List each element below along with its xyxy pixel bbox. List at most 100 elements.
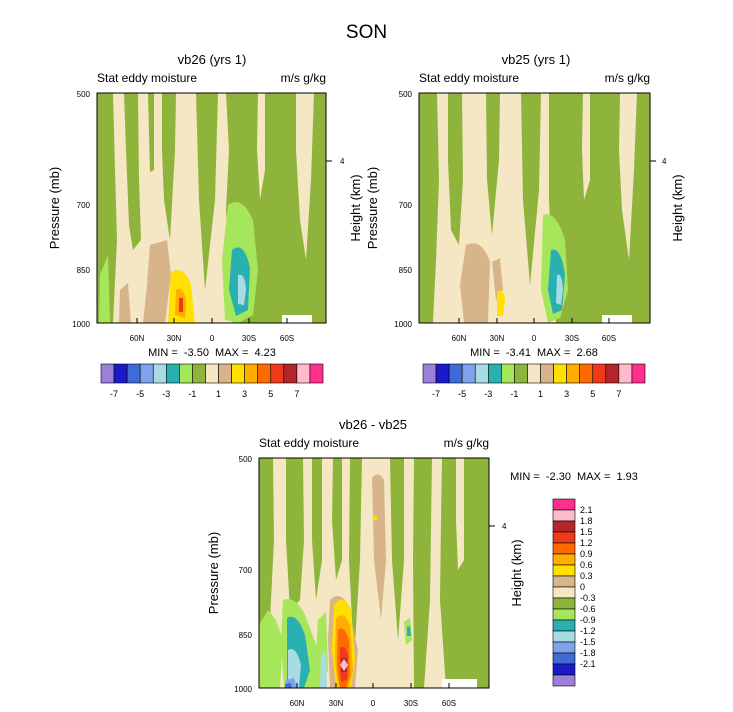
y2-tick-label: 4 [340, 157, 345, 166]
y2-axis-title: Height (km) [670, 174, 685, 241]
colorbar-label: 0.3 [580, 571, 593, 581]
x-tick-label: 60S [442, 699, 456, 708]
panel-units-label: m/s g/kg [605, 71, 650, 85]
masked-region [602, 315, 632, 323]
contour-band [143, 240, 171, 323]
colorbar-swatch [552, 509, 576, 522]
x-tick-label: 30N [167, 334, 182, 343]
contour-band [124, 93, 141, 250]
y-axis-title: Pressure (mb) [47, 167, 62, 249]
x-tick-label: 60S [280, 334, 294, 343]
contour-field [97, 93, 326, 323]
colorbar-label: -0.9 [580, 615, 596, 625]
contour-spot [372, 515, 378, 521]
y-tick-label: 500 [399, 90, 413, 99]
colorbar-label: -2.1 [580, 659, 596, 669]
panel-title: vb26 - vb25 [339, 417, 407, 432]
colorbar-label: 7 [616, 389, 621, 399]
x-tick-label: 30S [242, 334, 256, 343]
contour-band [448, 93, 463, 245]
colorbar-swatch [552, 641, 576, 654]
contour-band [179, 298, 183, 312]
y-tick-label: 850 [77, 266, 91, 275]
colorbar: 2.11.81.51.20.90.60.30-0.3-0.6-0.9-1.2-1… [552, 498, 596, 687]
contour-band [556, 274, 563, 305]
colorbar-label: 1.5 [580, 527, 593, 537]
colorbar-label: 1 [216, 389, 221, 399]
panel-left-label: Stat eddy moisture [419, 71, 519, 85]
colorbar-label: 1.8 [580, 516, 593, 526]
x-tick-label: 30S [565, 334, 579, 343]
contour-band [99, 255, 110, 323]
colorbar-label: -7 [110, 389, 118, 399]
y-tick-label: 500 [239, 455, 253, 464]
colorbar-label: -7 [432, 389, 440, 399]
colorbar: -7 -5 -3 -1 1 3 5 7 [422, 363, 646, 399]
panel-left-label: Stat eddy moisture [97, 71, 197, 85]
y-tick-label: 500 [77, 90, 91, 99]
y-tick-label: 700 [239, 566, 253, 575]
colorbar-label: -3 [162, 389, 170, 399]
colorbar-swatch [552, 498, 576, 511]
min-max-label: MIN = -3.50 MAX = 4.23 [148, 347, 276, 359]
y2-axis-title: Height (km) [348, 174, 363, 241]
contour-band [372, 474, 386, 620]
colorbar-label: -1.8 [580, 648, 596, 658]
contour-band [257, 93, 265, 200]
contour-band [497, 290, 505, 316]
contour-band [286, 458, 304, 610]
colorbar-label: 0.6 [580, 560, 593, 570]
colorbar-label: 0.9 [580, 549, 593, 559]
colorbar: -7 -5 -3 -1 1 3 5 7 [100, 363, 324, 399]
colorbar-swatch [552, 663, 576, 676]
colorbar-label: 7 [294, 389, 299, 399]
contour-band [521, 93, 541, 285]
contour-band [259, 458, 274, 625]
colorbar-label: -3 [484, 389, 492, 399]
colorbar-label: -0.3 [580, 593, 596, 603]
right-y-axis: 4 Height (km) [650, 157, 685, 242]
right-y-axis: 4 Height (km) [326, 157, 363, 242]
contour-band [148, 93, 154, 172]
contour-band [312, 458, 322, 600]
contour-band [332, 458, 342, 580]
panel-title: vb26 (yrs 1) [178, 52, 247, 67]
left-y-axis: 500 700 850 1000 Pressure (mb) [206, 455, 253, 694]
colorbar-label: -1.5 [580, 637, 596, 647]
x-tick-label: 0 [371, 699, 376, 708]
colorbar-swatch [552, 608, 576, 621]
colorbar-label: -1 [188, 389, 196, 399]
main-title: SON [345, 22, 388, 43]
colorbar-label: 3 [564, 389, 569, 399]
x-axis: 60N 30N 0 30S 60S [452, 318, 616, 343]
contour-band [296, 93, 314, 260]
y2-tick-label: 4 [502, 522, 507, 531]
colorbar-swatch [631, 363, 646, 384]
panel-units-label: m/s g/kg [281, 71, 326, 85]
contour-band [320, 650, 327, 688]
colorbar-swatch [552, 542, 576, 555]
masked-region [442, 679, 477, 688]
y-axis-title: Pressure (mb) [206, 532, 221, 614]
y-tick-label: 850 [239, 631, 253, 640]
colorbar-swatch [552, 564, 576, 577]
colorbar-label: 1 [538, 389, 543, 399]
x-tick-label: 0 [532, 334, 537, 343]
colorbar-swatch [552, 597, 576, 610]
y2-axis-title: Height (km) [509, 539, 524, 606]
x-tick-label: 60S [602, 334, 616, 343]
colorbar-swatch [552, 619, 576, 632]
panel-left-label: Stat eddy moisture [259, 436, 359, 450]
x-axis: 60N 30N 0 30S 60S [130, 318, 294, 343]
contour-band [413, 458, 432, 688]
contour-band [340, 659, 348, 671]
contour-band [440, 458, 489, 688]
min-max-label: MIN = -3.41 MAX = 2.68 [470, 347, 598, 359]
y-tick-label: 700 [399, 201, 413, 210]
colorbar-swatch [552, 586, 576, 599]
contour-band [582, 93, 590, 200]
y-tick-label: 850 [399, 266, 413, 275]
colorbar-label: 5 [590, 389, 595, 399]
